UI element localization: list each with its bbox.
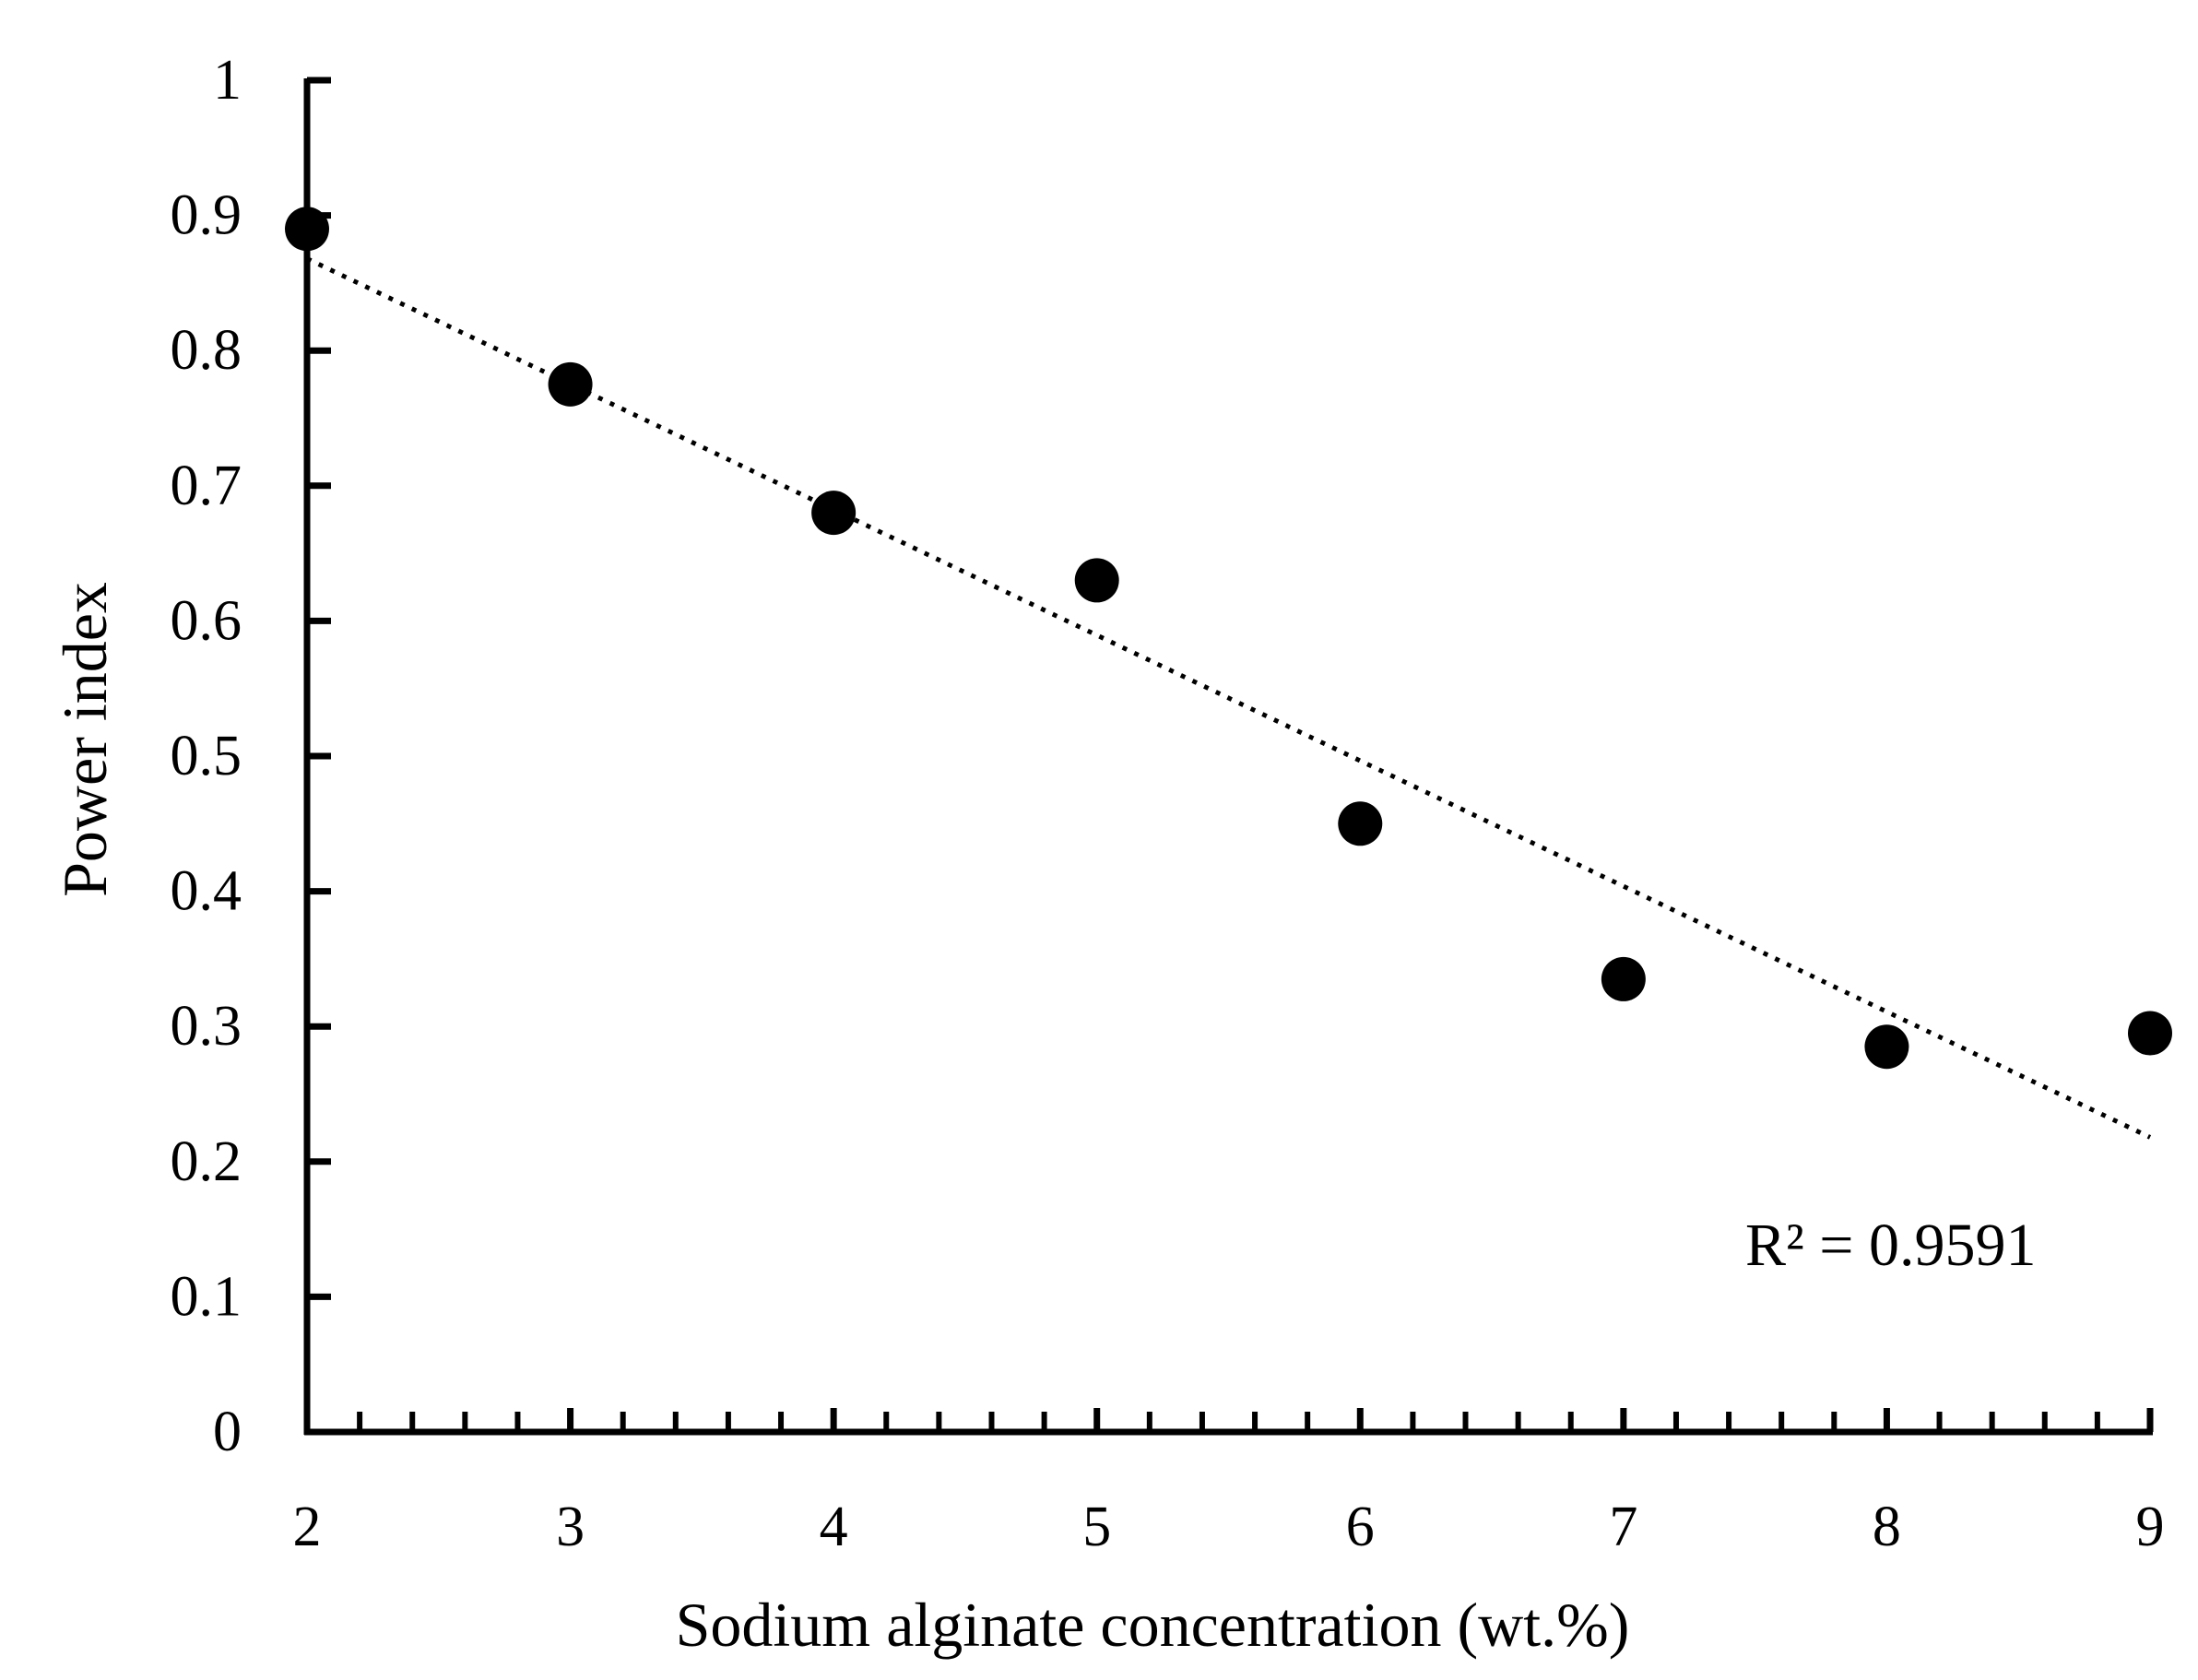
data-point [1601, 956, 1646, 1001]
labels-layer: 0 0.1 0.2 0.3 0.4 0.5 0.6 0.7 0.8 0.9 1 2 3 4 5 6 7 8 9 [171, 49, 2165, 1558]
data-point [285, 207, 329, 252]
x-tick-label: 8 [1873, 1496, 1901, 1558]
y-axis-title: Power index [50, 582, 120, 897]
x-tick-label: 6 [1346, 1496, 1375, 1558]
trendline-layer [305, 256, 2152, 1140]
x-tick-label: 7 [1609, 1496, 1637, 1558]
y-tick-label: 1 [213, 49, 242, 112]
y-tick-label: 0.2 [171, 1130, 242, 1193]
trendline [305, 256, 2152, 1140]
y-tick-label: 0.5 [171, 725, 242, 787]
data-point [811, 491, 857, 536]
x-tick-label: 4 [820, 1496, 848, 1558]
x-axis-title: Sodium alginate concentration (wt.%) [676, 1590, 1630, 1660]
y-tick-label: 0.1 [171, 1265, 242, 1328]
data-point [1074, 558, 1119, 603]
data-point [1864, 1024, 1909, 1070]
y-tick-label: 0.8 [171, 319, 242, 382]
x-tick-label: 2 [293, 1496, 322, 1558]
data-point [2128, 1011, 2172, 1056]
y-tick-label: 0.4 [171, 860, 242, 923]
x-tick-label: 5 [1082, 1496, 1111, 1558]
axes-layer [303, 77, 2154, 1436]
y-tick-label: 0 [213, 1401, 242, 1463]
y-tick-label: 0.9 [171, 184, 242, 247]
x-tick-label: 3 [556, 1496, 585, 1558]
data-point [1338, 801, 1383, 846]
r-squared-annotation: R² = 0.9591 [1745, 1212, 2037, 1279]
y-tick-label: 0.3 [171, 995, 242, 1058]
points-layer [285, 207, 2172, 1070]
data-point [548, 361, 593, 407]
y-tick-label: 0.6 [171, 589, 242, 652]
x-tick-label: 9 [2136, 1496, 2165, 1558]
y-tick-label: 0.7 [171, 455, 242, 517]
